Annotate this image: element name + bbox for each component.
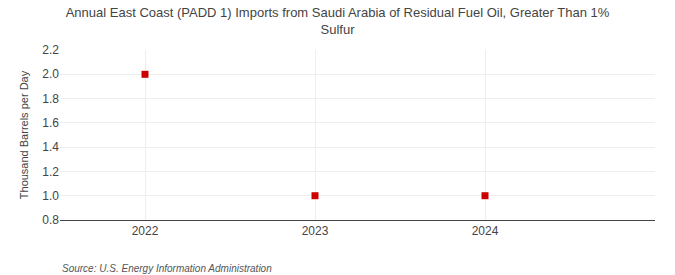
svg-text:1.2: 1.2 bbox=[42, 165, 59, 179]
svg-text:1.4: 1.4 bbox=[42, 140, 59, 154]
svg-text:1.0: 1.0 bbox=[42, 189, 59, 203]
svg-text:1.8: 1.8 bbox=[42, 92, 59, 106]
svg-text:Thousand Barrels per Day: Thousand Barrels per Day bbox=[18, 70, 30, 199]
svg-text:Annual East Coast (PADD 1) Imp: Annual East Coast (PADD 1) Imports from … bbox=[66, 5, 610, 37]
svg-text:2022: 2022 bbox=[132, 224, 159, 238]
svg-text:2023: 2023 bbox=[302, 224, 329, 238]
svg-text:2.2: 2.2 bbox=[42, 43, 59, 57]
svg-text:2024: 2024 bbox=[472, 224, 499, 238]
svg-text:1.6: 1.6 bbox=[42, 116, 59, 130]
svg-text:2.0: 2.0 bbox=[42, 67, 59, 81]
svg-text:0.8: 0.8 bbox=[42, 213, 59, 227]
svg-text:Source: U.S. Energy Informatio: Source: U.S. Energy Information Administ… bbox=[62, 263, 272, 274]
